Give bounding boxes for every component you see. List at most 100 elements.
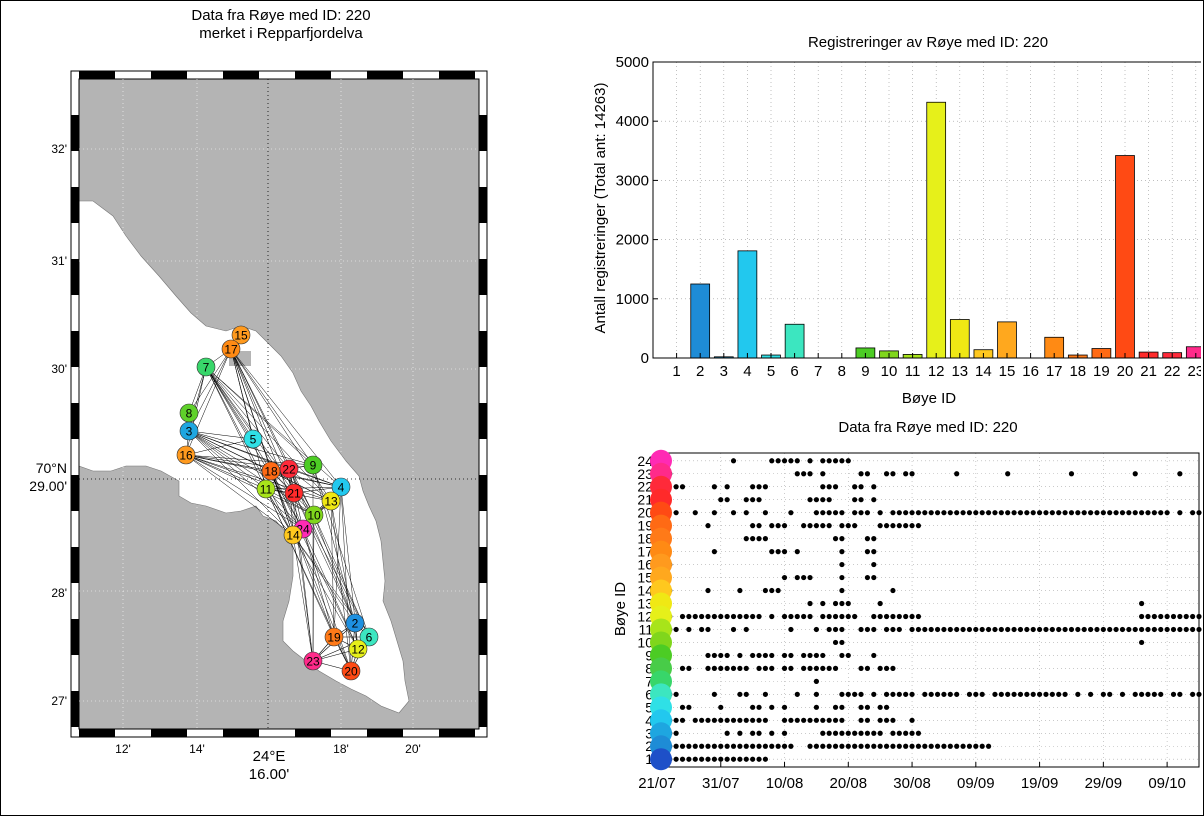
scatter-point xyxy=(903,743,909,749)
scatter-point xyxy=(839,626,845,633)
scatter-point xyxy=(1062,626,1068,633)
scatter-point xyxy=(1126,510,1132,516)
scatter-ytick-label: 24 xyxy=(637,453,653,469)
bar-12 xyxy=(926,101,947,359)
scatter-ytick-label: 6 xyxy=(645,686,653,702)
scatter-point xyxy=(737,756,743,762)
scatter-point xyxy=(807,497,813,503)
scatter-point xyxy=(699,717,705,723)
scatter-point xyxy=(915,626,922,633)
map-link xyxy=(340,486,352,672)
scatter-point xyxy=(845,730,851,736)
scatter-point xyxy=(750,717,756,723)
scatter-point xyxy=(909,717,915,723)
scatter-point xyxy=(852,613,858,620)
frame-seg-left xyxy=(71,475,79,511)
map-buoy-marker xyxy=(284,483,304,503)
scatter-point xyxy=(839,743,845,749)
scatter-point xyxy=(941,510,947,516)
scatter-point xyxy=(705,665,711,671)
scatter-point xyxy=(686,743,692,749)
scatter-point xyxy=(711,717,717,723)
scatter-point xyxy=(775,458,781,464)
map-link xyxy=(270,470,359,650)
bar-xtick-label: 12 xyxy=(928,363,945,380)
scatter-point xyxy=(820,600,826,607)
bar-6 xyxy=(784,323,805,359)
map-buoy-marker xyxy=(321,491,341,511)
map-buoy-label: 7 xyxy=(203,361,210,375)
scatter-point xyxy=(801,652,807,659)
scatter-chart-ylabel: Bøye ID xyxy=(612,582,629,636)
scatter-point xyxy=(1119,691,1126,697)
scatter-point xyxy=(1177,471,1183,477)
scatter-point xyxy=(730,743,737,749)
scatter-point xyxy=(903,471,909,477)
scatter-point xyxy=(1139,626,1145,633)
scatter-point xyxy=(839,600,845,607)
frame-seg-left xyxy=(71,187,79,223)
map-buoy-3: 3 xyxy=(179,421,199,441)
scatter-point xyxy=(839,510,845,516)
scatter-xtick-label: 19/09 xyxy=(1021,775,1059,792)
scatter-point xyxy=(832,730,839,736)
scatter-point xyxy=(718,613,724,620)
scatter-point xyxy=(724,665,730,671)
scatter-point xyxy=(679,484,686,490)
scatter-point xyxy=(750,536,756,542)
scatter-point xyxy=(871,691,877,697)
scatter-point xyxy=(858,665,864,671)
map-buoy-marker xyxy=(331,477,351,497)
scatter-point xyxy=(699,756,705,762)
scatter-point xyxy=(864,730,871,736)
scatter-point xyxy=(801,613,807,620)
map-link xyxy=(185,454,294,536)
scatter-point xyxy=(845,613,851,620)
scatter-point xyxy=(1113,510,1119,516)
scatter-point xyxy=(718,497,724,503)
scatter-point xyxy=(890,717,896,723)
scatter-ytick-label: 16 xyxy=(637,557,653,573)
scatter-point xyxy=(839,536,845,542)
scatter-point xyxy=(788,626,794,633)
scatter-point xyxy=(750,756,756,762)
scatter-point xyxy=(922,626,928,633)
scatter-point xyxy=(915,523,922,529)
frame-seg-right xyxy=(479,331,487,367)
scatter-point xyxy=(877,704,883,710)
bar-xtick-label: 15 xyxy=(999,363,1016,380)
scatter-point xyxy=(979,743,985,749)
scatter-point xyxy=(1011,510,1017,516)
bar-xtick-label: 22 xyxy=(1164,363,1181,380)
scatter-point xyxy=(686,613,692,620)
scatter-point xyxy=(762,536,768,542)
scatter-point xyxy=(673,626,679,633)
scatter-point xyxy=(788,717,794,723)
map-link xyxy=(293,492,314,662)
scatter-point xyxy=(724,613,730,620)
scatter-point xyxy=(954,691,960,697)
scatter-point xyxy=(883,665,890,671)
map-buoy-7: 7 xyxy=(196,357,216,377)
map-link xyxy=(230,348,332,502)
scatter-point xyxy=(1005,471,1011,477)
map-buoy-label: 6 xyxy=(366,631,373,645)
scatter-point xyxy=(909,471,915,477)
scatter-point xyxy=(871,730,877,736)
scatter-point xyxy=(1081,510,1087,516)
scatter-point xyxy=(909,691,915,697)
scatter-point xyxy=(871,536,877,542)
scatter-point xyxy=(864,665,871,671)
scatter-point xyxy=(750,743,756,749)
bar-ytick-label: 2000 xyxy=(616,232,649,249)
scatter-point xyxy=(705,626,711,633)
scatter-point xyxy=(781,458,788,464)
map-link xyxy=(205,366,290,470)
scatter-point xyxy=(1119,510,1126,516)
scatter-ytick-label: 17 xyxy=(637,544,653,560)
scatter-point xyxy=(858,691,864,697)
scatter-point xyxy=(941,626,947,633)
scatter-point xyxy=(1088,691,1094,697)
scatter-point xyxy=(1158,613,1164,620)
scatter-point xyxy=(1011,691,1017,697)
